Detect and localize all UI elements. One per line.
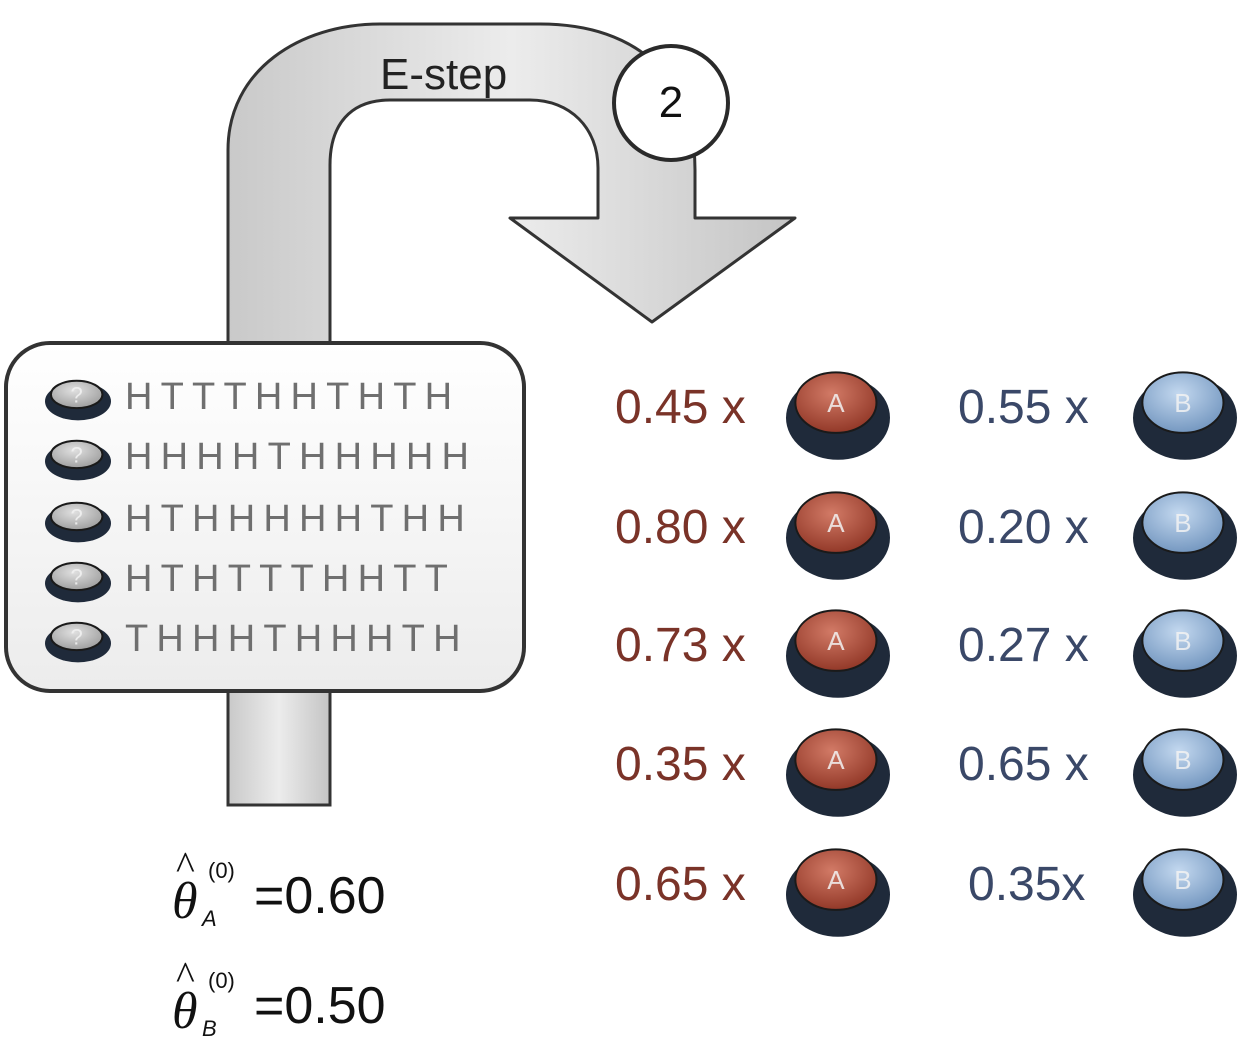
coin-a-weight: 0.73 x <box>615 619 746 672</box>
coin-a-icon-letter: A <box>827 745 845 775</box>
coin-a-column: A A A A A <box>786 371 890 937</box>
theta-a-symbol: θ <box>172 873 198 930</box>
theta-a-subscript: A <box>202 906 217 931</box>
theta-a-superscript: (0) <box>208 858 235 883</box>
coin-b-weight: 0.27 x <box>958 619 1089 672</box>
unknown-coin-icon-letter: ? <box>71 442 83 467</box>
coin-a-icon: A <box>786 371 890 460</box>
theta-b-value: =0.50 <box>254 977 386 1035</box>
step-number: 2 <box>658 78 684 127</box>
coin-b-icon-letter: B <box>1174 865 1191 895</box>
theta-a-estimate: θ ^ (0) A =0.60 <box>172 843 386 931</box>
coin-b-icon-letter: B <box>1174 388 1191 418</box>
coin-a-weight: 0.35 x <box>615 738 746 791</box>
coin-a-weight: 0.45 x <box>615 381 746 434</box>
unknown-coin-icon: ? <box>45 501 111 543</box>
coin-b-weight: 0.20 x <box>958 501 1089 554</box>
coin-b-weight: 0.55 x <box>958 381 1089 434</box>
coin-b-icon: B <box>1133 609 1237 698</box>
coin-b-column: B B B B B <box>1133 371 1237 937</box>
unknown-coin-icon-letter: ? <box>71 564 83 589</box>
sequence-row: HTTTHHTHTH <box>125 376 461 418</box>
coin-a-icon: A <box>786 491 890 580</box>
unknown-coin-icon-letter: ? <box>71 382 83 407</box>
coin-b-icon-letter: B <box>1174 508 1191 538</box>
sequence-row: HHHHTHHHHH <box>125 436 478 478</box>
step-number-circle <box>612 44 730 162</box>
unknown-coin-icon-letter: ? <box>71 624 83 649</box>
coin-b-weight: 0.65 x <box>958 738 1089 791</box>
coin-b-icon-letter: B <box>1174 626 1191 656</box>
unknown-coin-icon: ? <box>45 561 111 603</box>
coin-a-icon: A <box>786 728 890 817</box>
theta-b-hat: ^ <box>176 953 195 998</box>
unknown-coin-icon: ? <box>45 379 111 421</box>
theta-b-superscript: (0) <box>208 968 235 993</box>
unknown-coin-column: ????? <box>45 379 111 663</box>
sequence-row: HTHTTTHHTT <box>125 558 457 600</box>
theta-a-value: =0.60 <box>254 867 386 925</box>
estep-label: E-step <box>380 50 508 99</box>
sequence-row: HTHHHHHTHH <box>125 498 473 540</box>
coin-b-icon: B <box>1133 491 1237 580</box>
coin-a-icon-letter: A <box>827 388 845 418</box>
coin-b-icon-letter: B <box>1174 745 1191 775</box>
sequence-box <box>4 341 526 693</box>
theta-b-subscript: B <box>202 1016 217 1041</box>
theta-b-symbol: θ <box>172 983 198 1040</box>
unknown-coin-icon: ? <box>45 621 111 663</box>
unknown-coin-icon: ? <box>45 439 111 481</box>
unknown-coin-icon-letter: ? <box>71 504 83 529</box>
arrow-stem-bottom <box>226 688 332 807</box>
coin-a-icon: A <box>786 848 890 937</box>
coin-b-icon: B <box>1133 728 1237 817</box>
coin-a-icon-letter: A <box>827 508 845 538</box>
coin-a-weight: 0.65 x <box>615 858 746 911</box>
coin-b-weight: 0.35x <box>968 858 1086 911</box>
theta-b-estimate: θ ^ (0) B =0.50 <box>172 953 386 1041</box>
coin-a-icon-letter: A <box>827 626 845 656</box>
coin-b-icon: B <box>1133 371 1237 460</box>
coin-b-icon: B <box>1133 848 1237 937</box>
coin-a-icon: A <box>786 609 890 698</box>
theta-a-hat: ^ <box>176 843 195 888</box>
coin-a-icon-letter: A <box>827 865 845 895</box>
coin-a-weight: 0.80 x <box>615 501 746 554</box>
sequence-row: THHHTHHHTH <box>125 618 469 660</box>
